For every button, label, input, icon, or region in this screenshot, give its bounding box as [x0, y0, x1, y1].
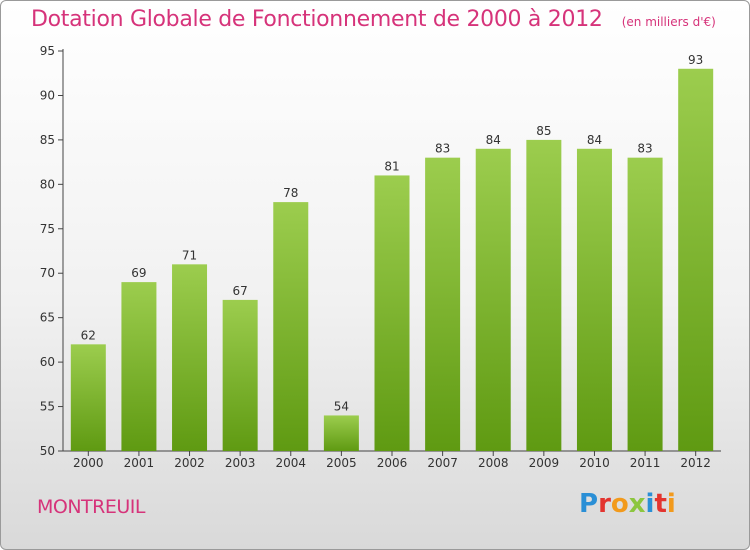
data-label: 85	[536, 124, 551, 138]
bar	[576, 148, 612, 451]
bar	[526, 139, 562, 451]
data-label: 83	[435, 142, 450, 156]
y-tick-label: 90	[40, 88, 55, 102]
bar	[222, 299, 258, 451]
proxiti-logo[interactable]: Proxiti	[579, 489, 676, 519]
x-tick-label: 2003	[225, 456, 256, 470]
logo-letter: t	[654, 489, 667, 519]
data-label: 67	[233, 284, 248, 298]
x-tick-label: 2010	[579, 456, 610, 470]
x-tick-label: 2002	[174, 456, 205, 470]
x-tick-label: 2005	[326, 456, 357, 470]
city-name: MONTREUIL	[37, 496, 145, 518]
title-row: Dotation Globale de Fonctionnement de 20…	[31, 7, 716, 32]
x-tick-label: 2004	[275, 456, 306, 470]
x-tick-label: 2009	[529, 456, 560, 470]
x-tick-label: 2011	[630, 456, 661, 470]
bar	[425, 157, 461, 451]
x-tick-label: 2000	[73, 456, 104, 470]
data-label: 93	[688, 53, 703, 67]
data-label: 81	[384, 159, 399, 173]
logo-letter: i	[666, 489, 676, 519]
y-tick-label: 60	[40, 355, 55, 369]
x-tick-label: 2007	[427, 456, 458, 470]
data-label: 84	[587, 133, 602, 147]
x-tick-label: 2008	[478, 456, 509, 470]
data-label: 62	[81, 328, 96, 342]
data-label: 54	[334, 399, 349, 413]
data-label: 69	[131, 266, 146, 280]
logo-letter: x	[628, 489, 646, 519]
bar	[678, 68, 714, 452]
logo-letter: r	[598, 489, 611, 519]
y-tick-label: 50	[40, 444, 55, 458]
bar	[273, 202, 309, 451]
y-tick-label: 75	[40, 222, 55, 236]
bar	[627, 157, 663, 451]
y-tick-label: 80	[40, 177, 55, 191]
bar	[323, 415, 359, 451]
y-tick-label: 65	[40, 311, 55, 325]
bar	[475, 148, 511, 451]
data-label: 71	[182, 248, 197, 262]
bar	[121, 282, 157, 451]
y-tick-label: 55	[40, 400, 55, 414]
x-tick-label: 2006	[377, 456, 408, 470]
chart-subtitle: (en milliers d'€)	[621, 15, 716, 29]
bar	[374, 175, 410, 451]
data-label: 78	[283, 186, 298, 200]
logo-letter: i	[645, 489, 655, 519]
logo-letter: P	[579, 489, 599, 519]
data-label: 84	[486, 133, 501, 147]
y-tick-label: 70	[40, 266, 55, 280]
data-label: 83	[637, 142, 652, 156]
bar	[172, 264, 208, 451]
x-tick-label: 2012	[680, 456, 711, 470]
y-tick-label: 85	[40, 133, 55, 147]
y-tick-label: 95	[40, 44, 55, 58]
x-tick-label: 2001	[124, 456, 155, 470]
logo-letter: o	[610, 489, 629, 519]
bar	[70, 344, 106, 451]
chart-title: Dotation Globale de Fonctionnement de 20…	[31, 7, 603, 32]
